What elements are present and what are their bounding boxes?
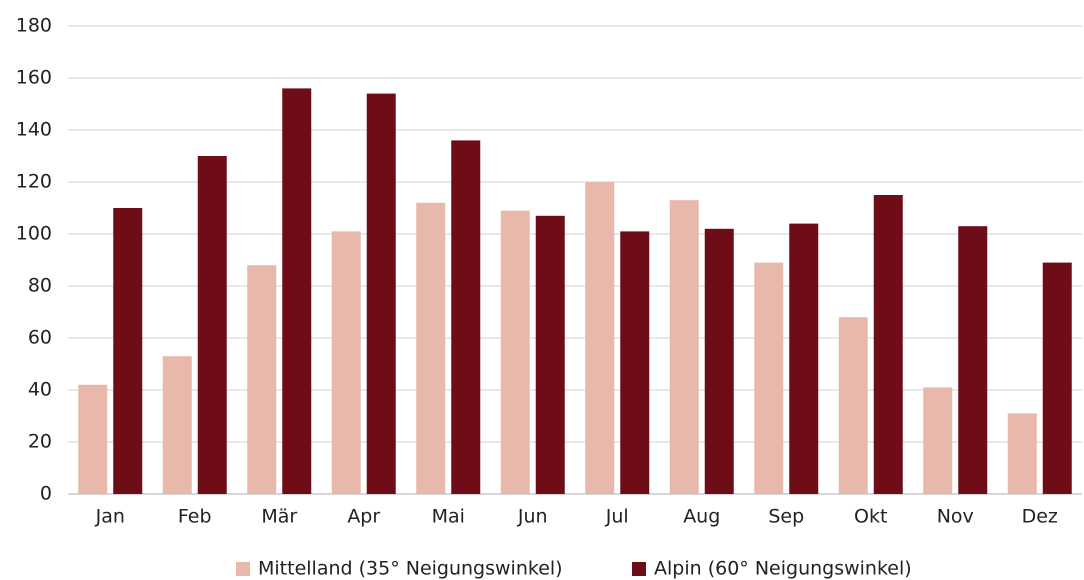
x-tick-label: Feb xyxy=(178,506,212,528)
x-tick-label: Sep xyxy=(768,506,804,528)
y-tick-label: 80 xyxy=(28,275,52,297)
bar xyxy=(620,231,650,494)
x-tick-label: Aug xyxy=(683,506,720,528)
legend-swatch xyxy=(236,562,250,576)
bar xyxy=(789,223,819,494)
x-tick-label: Apr xyxy=(347,506,380,528)
x-tick-label: Mai xyxy=(432,506,465,528)
y-tick-label: 40 xyxy=(28,379,52,401)
bar xyxy=(247,265,277,494)
legend-label: Mittelland (35° Neigungswinkel) xyxy=(258,558,563,580)
y-tick-label: 20 xyxy=(28,431,52,453)
x-tick-label: Mär xyxy=(261,506,297,528)
x-tick-label: Jun xyxy=(517,506,548,528)
bar xyxy=(331,231,361,494)
legend-label: Alpin (60° Neigungswinkel) xyxy=(654,558,912,580)
bar xyxy=(416,202,446,495)
bar xyxy=(873,195,903,494)
bar xyxy=(585,182,615,494)
bar xyxy=(451,140,481,494)
bar xyxy=(1007,413,1037,494)
y-tick-label: 100 xyxy=(16,223,52,245)
y-tick-label: 140 xyxy=(16,119,52,141)
bar xyxy=(838,317,868,494)
bar xyxy=(197,156,227,494)
y-tick-label: 0 xyxy=(40,483,52,505)
bar xyxy=(366,93,396,494)
y-tick-label: 180 xyxy=(16,15,52,37)
bar xyxy=(1042,262,1072,494)
bar xyxy=(923,387,953,494)
legend-swatch xyxy=(632,562,646,576)
x-tick-label: Dez xyxy=(1022,506,1058,528)
bar xyxy=(958,226,988,494)
bar xyxy=(78,384,108,494)
bar xyxy=(669,200,699,494)
bar xyxy=(500,210,530,494)
y-tick-label: 60 xyxy=(28,327,52,349)
x-tick-label: Jan xyxy=(95,506,125,528)
bar xyxy=(282,88,312,495)
bar xyxy=(754,262,784,494)
bar xyxy=(704,228,734,495)
bar xyxy=(162,356,192,494)
x-tick-label: Okt xyxy=(854,506,887,528)
x-tick-label: Nov xyxy=(937,506,974,528)
y-tick-label: 120 xyxy=(16,171,52,193)
bar xyxy=(535,215,565,495)
y-tick-label: 160 xyxy=(16,67,52,89)
bar xyxy=(113,208,143,494)
x-tick-label: Jul xyxy=(605,506,629,528)
